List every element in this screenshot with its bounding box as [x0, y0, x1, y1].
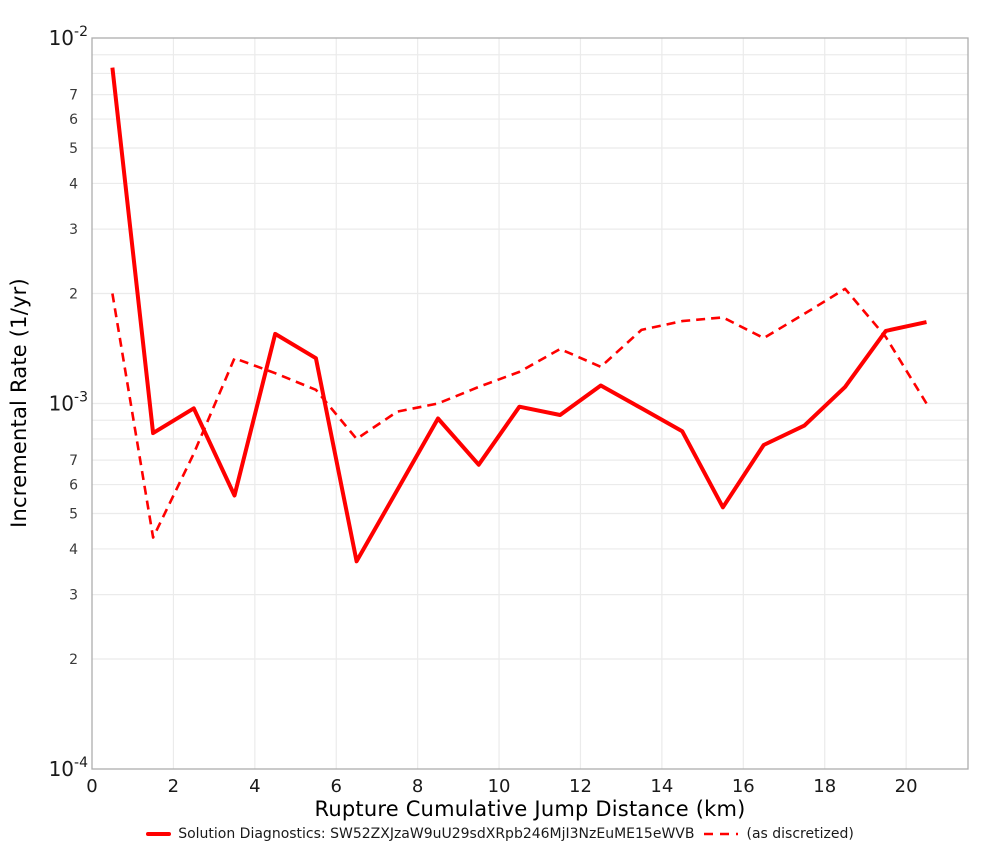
legend-label-discretized: (as discretized): [746, 826, 854, 842]
y-minor-tick-label: 7: [69, 453, 78, 469]
x-tick-label: 0: [86, 776, 97, 797]
y-minor-tick-label: 6: [69, 112, 78, 128]
y-minor-tick-label: 5: [69, 141, 78, 157]
x-tick-label: 10: [488, 776, 511, 797]
x-tick-label: 4: [249, 776, 260, 797]
dashed-line-sample-icon: [704, 832, 739, 836]
x-tick-label: 20: [895, 776, 918, 797]
y-minor-tick-label: 2: [69, 286, 78, 302]
x-tick-label: 14: [650, 776, 673, 797]
legend: Solution Diagnostics: SW52ZXJzaW9uU29sdX…: [0, 826, 1000, 842]
y-minor-tick-label: 3: [69, 588, 78, 604]
x-tick-label: 18: [813, 776, 836, 797]
y-major-tick-label: 10-3: [49, 390, 88, 416]
y-minor-tick-label: 2: [69, 652, 78, 668]
y-minor-tick-label: 4: [69, 176, 78, 192]
y-axis-title: Incremental Rate (1/yr): [7, 278, 31, 528]
series-solid-line: [110, 67, 927, 564]
solid-line-sample-icon: [146, 832, 172, 836]
x-tick-label: 6: [331, 776, 342, 797]
x-tick-label: 12: [569, 776, 592, 797]
x-tick-label: 16: [732, 776, 755, 797]
legend-item-solution: Solution Diagnostics: SW52ZXJzaW9uU29sdX…: [146, 826, 694, 842]
legend-item-discretized: (as discretized): [703, 826, 854, 842]
y-minor-tick-label: 3: [69, 222, 78, 238]
y-minor-tick-label: 4: [69, 542, 78, 558]
y-minor-tick-label: 6: [69, 478, 78, 494]
x-tick-label: 8: [412, 776, 423, 797]
series-dashed-line: [111, 287, 928, 539]
y-minor-tick-label: 5: [69, 507, 78, 523]
plot-border: [91, 37, 969, 770]
legend-label-solution: Solution Diagnostics: SW52ZXJzaW9uU29sdX…: [178, 826, 695, 842]
x-tick-label: 2: [168, 776, 179, 797]
y-minor-tick-label: 7: [69, 88, 78, 104]
y-major-tick-label: 10-4: [49, 755, 89, 781]
x-axis-title: Rupture Cumulative Jump Distance (km): [314, 797, 746, 821]
y-major-tick-label: 10-2: [49, 24, 88, 50]
